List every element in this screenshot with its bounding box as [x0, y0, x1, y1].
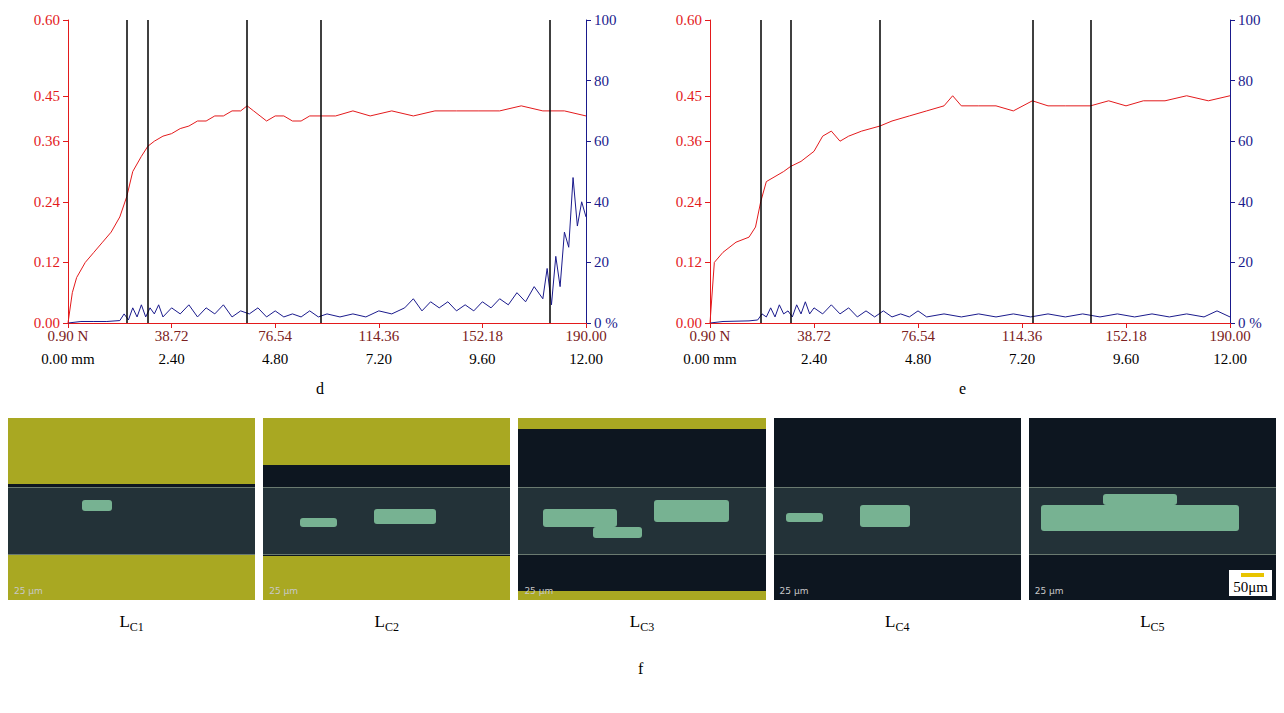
html-text:25 μm: 25 μm: [14, 586, 43, 596]
svg-text:152.18: 152.18: [462, 328, 503, 344]
svg-text:2.40: 2.40: [158, 351, 184, 367]
svg-text:114.36: 114.36: [1002, 328, 1043, 344]
svg-text:76.54: 76.54: [258, 328, 292, 344]
svg-text:0.12: 0.12: [676, 254, 702, 270]
svg-text:0.36: 0.36: [676, 133, 703, 149]
svg-text:114.36: 114.36: [358, 328, 399, 344]
svg-text:0.90 N: 0.90 N: [48, 328, 89, 344]
svg-text:190.00: 190.00: [1209, 328, 1250, 344]
svg-text:0.60: 0.60: [676, 12, 702, 28]
svg-text:80: 80: [594, 73, 609, 89]
svg-text:4.80: 4.80: [905, 351, 931, 367]
html-text:50μm: 50μm: [1233, 579, 1268, 595]
html-text:LC2: LC2: [374, 612, 399, 635]
html-text:LC1: LC1: [119, 612, 144, 635]
svg-text:190.00: 190.00: [565, 328, 606, 344]
svg-text:0.45: 0.45: [676, 88, 702, 104]
html-text:f: f: [638, 660, 644, 677]
svg-text:0.00: 0.00: [675, 315, 702, 331]
html-text:LC3: LC3: [629, 612, 655, 635]
svg-text:0.24: 0.24: [34, 194, 61, 210]
html-text:25 μm: 25 μm: [524, 586, 554, 596]
html-text:LC5: LC5: [1140, 612, 1165, 635]
svg-text:60: 60: [594, 133, 609, 149]
svg-text:38.72: 38.72: [797, 328, 831, 344]
svg-text:0 %: 0 %: [1238, 315, 1262, 331]
svg-text:76.54: 76.54: [901, 328, 935, 344]
svg-text:100: 100: [1238, 12, 1261, 28]
html-text:e: e: [959, 380, 967, 397]
svg-text:100: 100: [594, 12, 617, 28]
svg-text:2.40: 2.40: [801, 351, 827, 367]
svg-text:152.18: 152.18: [1105, 328, 1146, 344]
html-text:d: d: [316, 380, 324, 397]
svg-text:20: 20: [1238, 254, 1253, 270]
svg-text:12.00: 12.00: [1213, 351, 1247, 367]
svg-text:7.20: 7.20: [366, 351, 392, 367]
svg-text:40: 40: [1238, 194, 1253, 210]
svg-text:0.90 N: 0.90 N: [690, 328, 731, 344]
svg-text:4.80: 4.80: [262, 351, 288, 367]
html-text:25 μm: 25 μm: [1034, 586, 1064, 596]
svg-text:0.45: 0.45: [34, 88, 60, 104]
svg-text:20: 20: [594, 254, 609, 270]
svg-text:0 %: 0 %: [594, 315, 618, 331]
svg-text:0.24: 0.24: [676, 194, 703, 210]
svg-text:9.60: 9.60: [1113, 351, 1139, 367]
svg-text:0.00 mm: 0.00 mm: [41, 351, 95, 367]
html-text:LC4: LC4: [885, 612, 910, 635]
svg-text:7.20: 7.20: [1009, 351, 1035, 367]
svg-text:0.60: 0.60: [34, 12, 60, 28]
svg-text:0.12: 0.12: [34, 254, 60, 270]
svg-text:60: 60: [1238, 133, 1253, 149]
html-text:25 μm: 25 μm: [779, 586, 809, 596]
svg-text:80: 80: [1238, 73, 1253, 89]
svg-text:0.00: 0.00: [33, 315, 60, 331]
svg-text:40: 40: [594, 194, 609, 210]
svg-text:12.00: 12.00: [569, 351, 603, 367]
svg-text:9.60: 9.60: [469, 351, 495, 367]
html-text:25 μm: 25 μm: [269, 586, 298, 596]
svg-text:0.00 mm: 0.00 mm: [683, 351, 737, 367]
svg-text:38.72: 38.72: [155, 328, 189, 344]
svg-text:0.36: 0.36: [34, 133, 61, 149]
